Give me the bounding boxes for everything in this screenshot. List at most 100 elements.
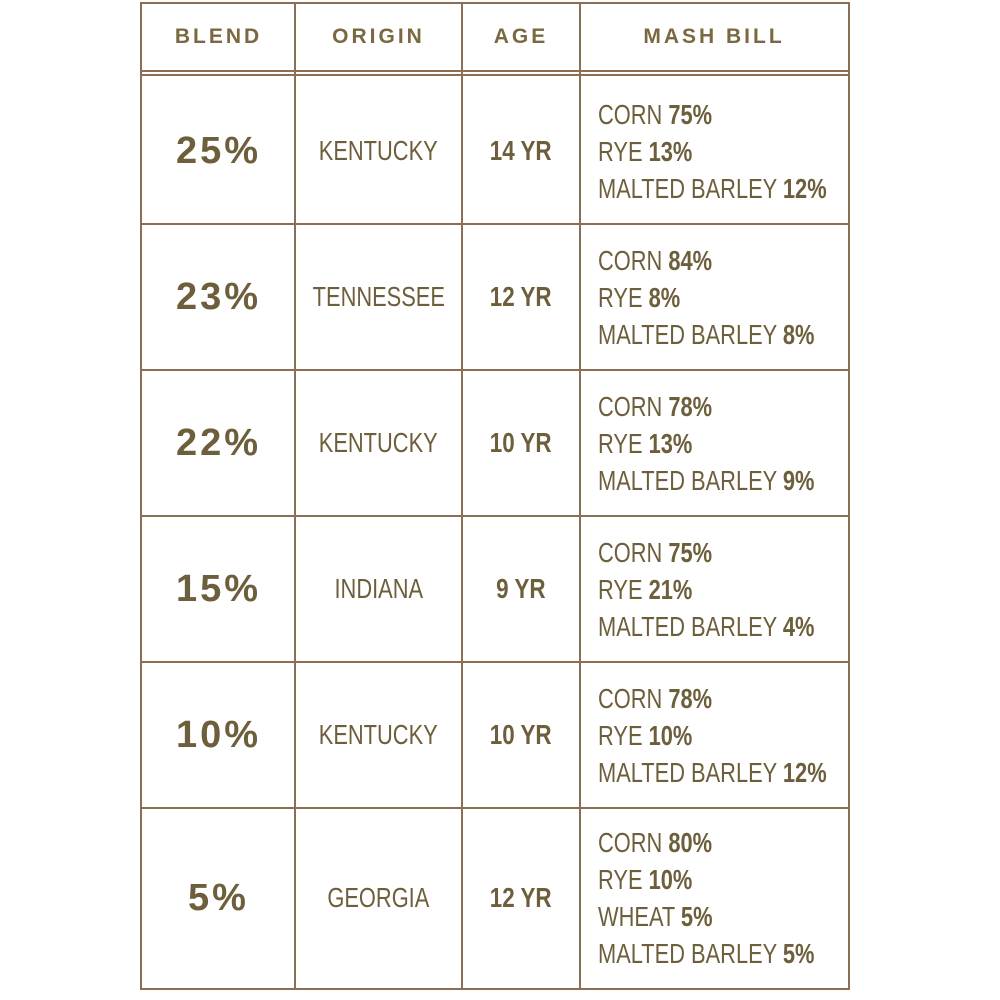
grain-percent: 13% [648, 135, 693, 167]
blend-cell: 15% [142, 516, 295, 662]
mash-bill-item: RYE 13% [598, 425, 814, 462]
blend-cell: 23% [142, 224, 295, 370]
mash-bill-item: RYE 8% [598, 279, 814, 316]
mash-bill-item: RYE 13% [598, 133, 827, 170]
mash-bill-item: WHEAT 5% [598, 898, 814, 935]
mash-bill-cell: CORN 80% RYE 10% WHEAT 5% MALTED BARLEY 5% [580, 808, 848, 988]
origin-cell: GEORGIA [295, 808, 462, 988]
origin: KENTUCKY [319, 135, 438, 166]
grain: MALTED BARLEY [598, 172, 777, 204]
age-cell: 12 YR [462, 224, 580, 370]
row-divider [142, 369, 848, 371]
origin-cell: INDIANA [295, 516, 462, 662]
blend-cell: 10% [142, 662, 295, 808]
mash-bill-cell: CORN 78% RYE 13% MALTED BARLEY 9% [580, 370, 848, 516]
header-cell: AGE [462, 4, 580, 70]
mash-bill-cell: CORN 84% RYE 8% MALTED BARLEY 8% [580, 224, 848, 370]
mash-bill-item: RYE 10% [598, 717, 827, 754]
grain-percent: 4% [782, 610, 815, 642]
mash-bill-item: RYE 21% [598, 571, 814, 608]
row-divider [142, 515, 848, 517]
grain-percent: 5% [680, 901, 713, 932]
grain: RYE [598, 281, 643, 313]
grain: CORN [598, 536, 663, 568]
grain: CORN [598, 244, 663, 276]
mash-bill-item: CORN 78% [598, 388, 814, 425]
age-cell: 10 YR [462, 370, 580, 516]
grain: RYE [598, 864, 643, 895]
header-cell: ORIGIN [295, 4, 462, 70]
grain-percent: 8% [782, 318, 815, 350]
grain-percent: 21% [648, 573, 693, 605]
mash-bill-item: CORN 80% [598, 824, 814, 861]
mash-bill-item: MALTED BARLEY 9% [598, 462, 814, 499]
grain: MALTED BARLEY [598, 756, 777, 788]
mash-bill-list: CORN 75% RYE 21% MALTED BARLEY 4% [598, 534, 814, 645]
blend-percent: 10% [175, 713, 262, 756]
mash-bill-item: RYE 10% [598, 861, 814, 898]
blend-percent: 25% [175, 129, 262, 172]
mash-bill-cell: CORN 78% RYE 10% MALTED BARLEY 12% [580, 662, 848, 808]
grain: MALTED BARLEY [598, 938, 777, 969]
grain: MALTED BARLEY [598, 464, 777, 496]
grain-percent: 80% [668, 827, 713, 858]
origin: GEORGIA [327, 882, 430, 913]
table: BLEND ORIGIN AGE MASH BILL 25% KENTUCKY 14 YR… [140, 2, 850, 990]
mash-bill-list: CORN 80% RYE 10% WHEAT 5% MALTED BARLEY 5% [598, 824, 814, 972]
blend-cell: 25% [142, 78, 295, 224]
header-text: BLEND [174, 25, 263, 48]
mash-bill-item: MALTED BARLEY 5% [598, 935, 814, 972]
origin: INDIANA [334, 573, 423, 604]
age: 14 YR [490, 135, 552, 166]
mash-bill-list: CORN 84% RYE 8% MALTED BARLEY 8% [598, 242, 814, 353]
blend-cell: 5% [142, 808, 295, 988]
mash-bill-cell: CORN 75% RYE 13% MALTED BARLEY 12% [580, 78, 848, 224]
grain: RYE [598, 427, 643, 459]
blend-percent: 23% [175, 275, 262, 318]
origin: TENNESSEE [312, 281, 445, 312]
grain: CORN [598, 827, 663, 858]
header-cell: BLEND [142, 4, 295, 70]
column-divider [294, 4, 296, 988]
age: 10 YR [490, 719, 552, 750]
grain-percent: 9% [782, 464, 815, 496]
age-cell: 12 YR [462, 808, 580, 988]
table-header: BLEND ORIGIN AGE MASH BILL [142, 4, 848, 76]
row-divider [142, 807, 848, 809]
mash-bill-item: CORN 75% [598, 96, 827, 133]
age-cell: 14 YR [462, 78, 580, 224]
row-divider [142, 223, 848, 225]
grain: RYE [598, 719, 643, 751]
origin-cell: KENTUCKY [295, 370, 462, 516]
mash-bill-list: CORN 78% RYE 13% MALTED BARLEY 9% [598, 388, 814, 499]
grain-percent: 75% [668, 98, 713, 130]
grain-percent: 10% [648, 719, 693, 751]
header-text: MASH BILL [643, 25, 785, 48]
origin-cell: KENTUCKY [295, 662, 462, 808]
blend-cell: 22% [142, 370, 295, 516]
age-cell: 9 YR [462, 516, 580, 662]
mash-bill-cell: CORN 75% RYE 21% MALTED BARLEY 4% [580, 516, 848, 662]
age-cell: 10 YR [462, 662, 580, 808]
grain-percent: 5% [782, 938, 815, 969]
header-text: ORIGIN [332, 25, 425, 48]
grain-percent: 84% [668, 244, 713, 276]
grain: CORN [598, 682, 663, 714]
header-text: AGE [493, 25, 549, 48]
grain: RYE [598, 135, 643, 167]
mash-bill-item: CORN 75% [598, 534, 814, 571]
grain-percent: 13% [648, 427, 693, 459]
mash-bill-item: MALTED BARLEY 8% [598, 316, 814, 353]
grain-percent: 78% [668, 390, 713, 422]
mash-bill-list: CORN 75% RYE 13% MALTED BARLEY 12% [598, 96, 827, 207]
grain-percent: 12% [782, 172, 827, 204]
grain-percent: 8% [648, 281, 681, 313]
age: 12 YR [490, 882, 552, 913]
origin: KENTUCKY [319, 719, 438, 750]
grain: RYE [598, 573, 643, 605]
mash-bill-item: MALTED BARLEY 12% [598, 754, 827, 791]
mash-bill-item: MALTED BARLEY 4% [598, 608, 814, 645]
grain: CORN [598, 98, 663, 130]
origin-cell: KENTUCKY [295, 78, 462, 224]
